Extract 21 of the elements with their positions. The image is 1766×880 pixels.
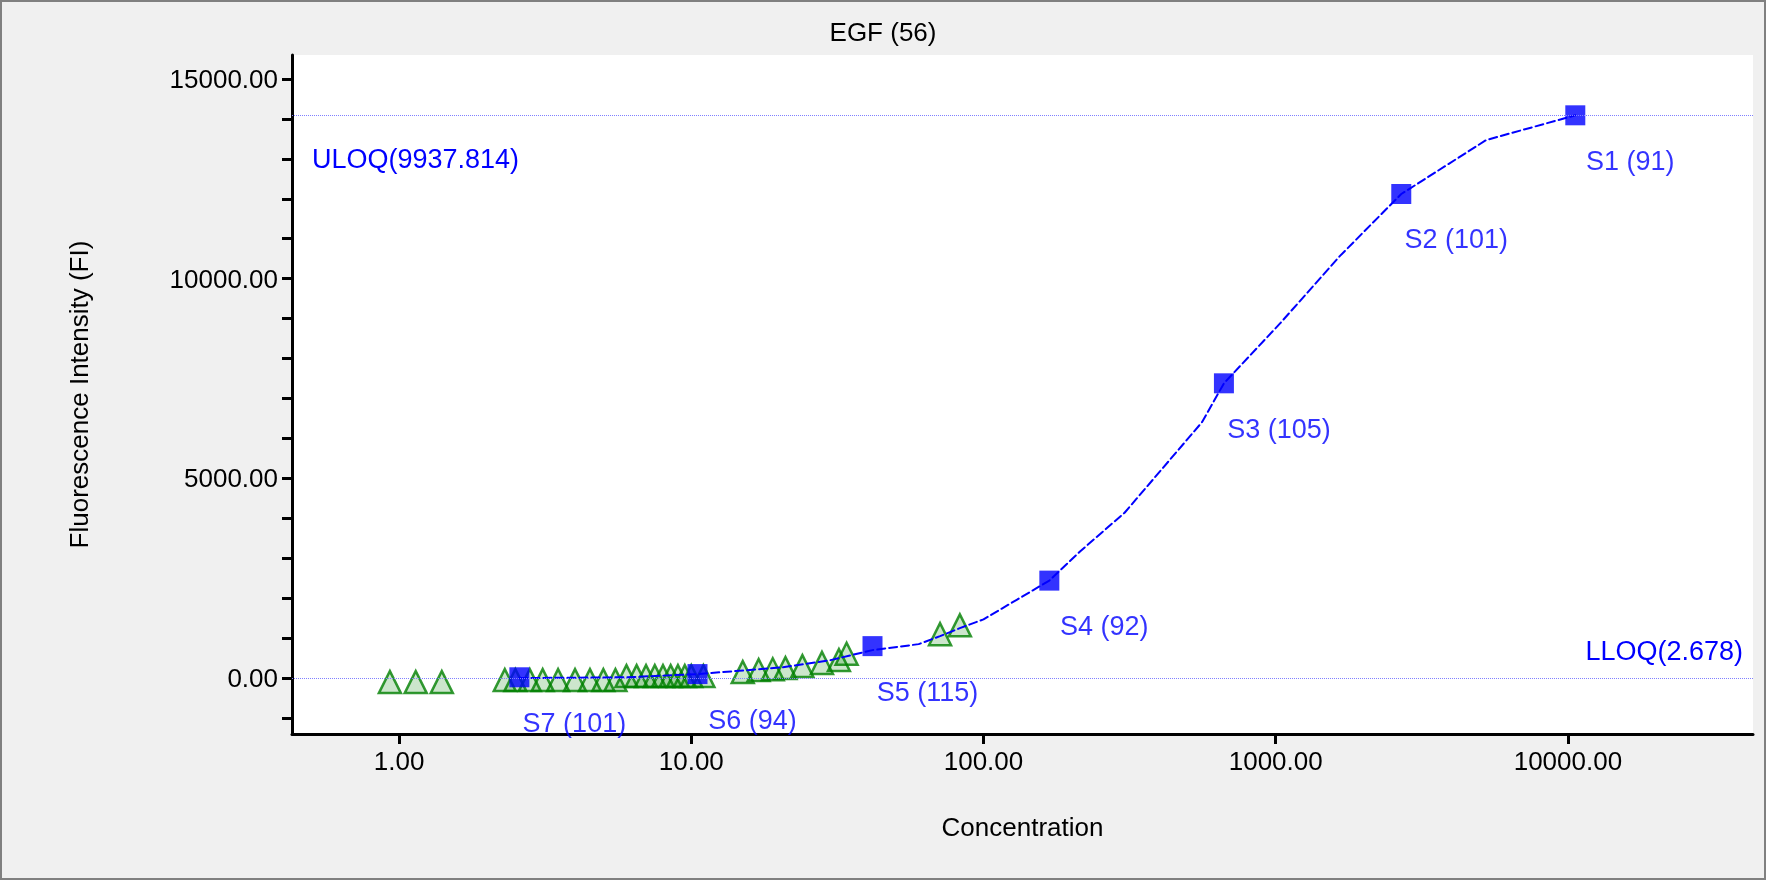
y-axis-title: Fluorescence Intensity (FI) bbox=[64, 240, 94, 549]
y-tick-label: 10000.00 bbox=[169, 263, 278, 294]
y-tick-label: 15000.00 bbox=[169, 63, 278, 94]
x-tick-label: 1.00 bbox=[373, 746, 425, 776]
y-tick-label: 5000.00 bbox=[184, 463, 278, 494]
y-tick-label: 0.00 bbox=[227, 663, 278, 694]
chart-title: EGF (56) bbox=[829, 17, 937, 47]
ref-line-label: LLOQ(2.678) bbox=[1585, 635, 1743, 666]
x-tick-label: 10000.00 bbox=[1513, 746, 1623, 776]
data-label: S5 (115) bbox=[876, 676, 979, 707]
data-label: S7 (101) bbox=[522, 707, 627, 738]
data-label: S1 (91) bbox=[1586, 145, 1675, 176]
data-label: S2 (101) bbox=[1404, 224, 1509, 255]
x-tick-label: 100.00 bbox=[943, 746, 1024, 776]
x-tick-label: 1000.00 bbox=[1228, 746, 1323, 776]
ref-line-label: ULOQ(9937.814) bbox=[312, 143, 520, 174]
data-label: S6 (94) bbox=[708, 704, 797, 735]
data-label: S4 (92) bbox=[1060, 611, 1149, 642]
x-axis-title: Concentration bbox=[941, 812, 1104, 842]
x-tick-label: 10.00 bbox=[658, 746, 724, 776]
data-label: S3 (105) bbox=[1227, 413, 1331, 444]
